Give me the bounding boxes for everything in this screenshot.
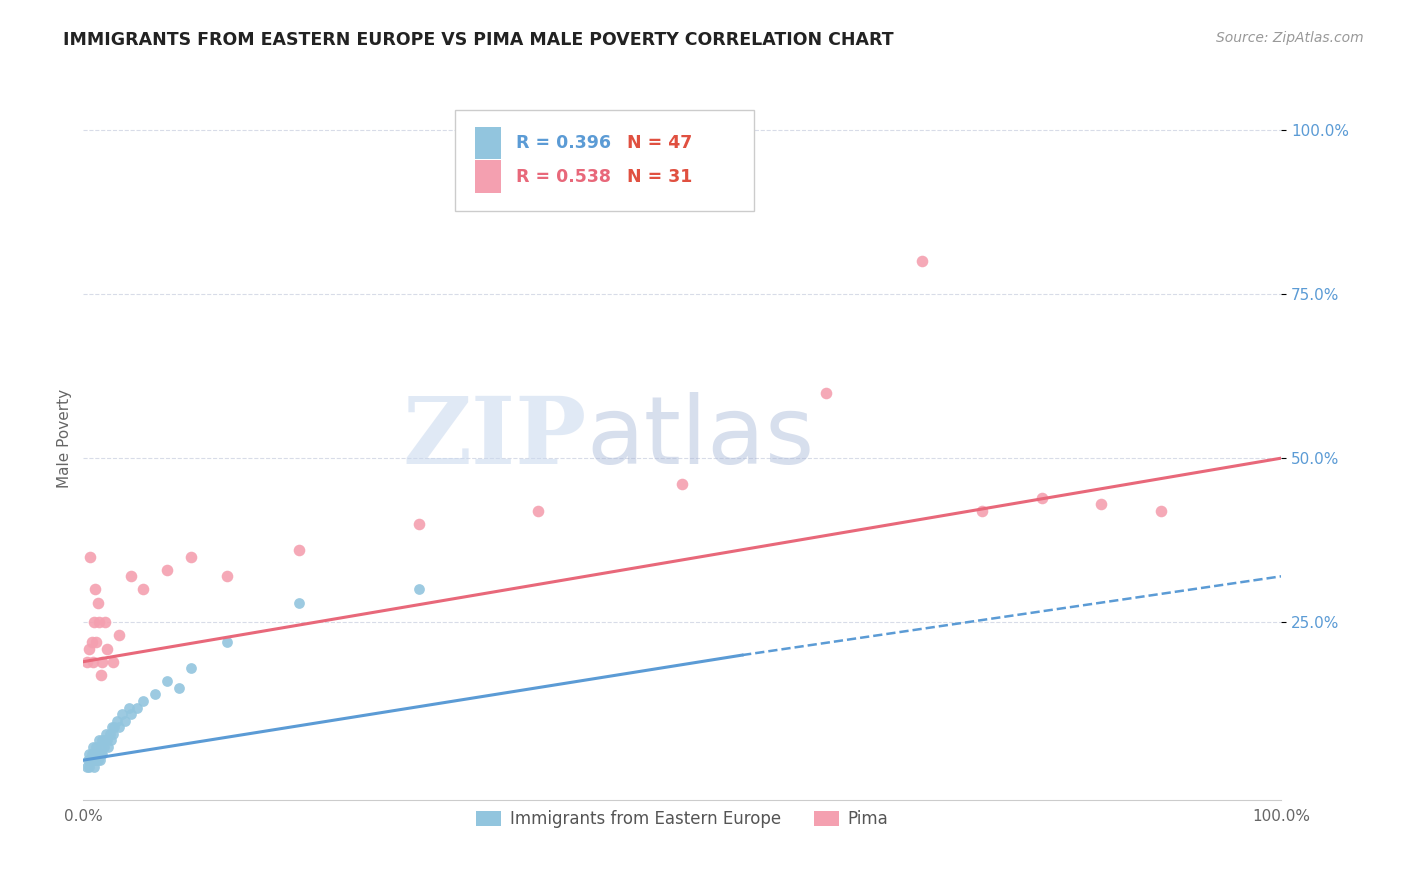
Point [93,739,115,754]
Point [86,596,108,610]
Point [84,582,107,597]
Point [215,635,238,649]
Point [98,727,121,741]
Point [80,747,103,761]
Point [94,615,117,630]
Point [91,747,114,761]
Point [180,661,202,675]
Point [86,747,108,761]
Text: R = 0.396: R = 0.396 [516,134,610,152]
Point [79,753,101,767]
Point [120,569,142,583]
Point [83,615,105,630]
Point [1031,491,1053,505]
Point [132,582,155,597]
Point [87,615,110,630]
Point [79,549,101,564]
Point [86,753,108,767]
Text: Source: ZipAtlas.com: Source: ZipAtlas.com [1216,31,1364,45]
Point [84,747,107,761]
Point [77,760,100,774]
Point [100,733,122,747]
Point [101,720,124,734]
Point [120,707,142,722]
Point [118,700,141,714]
Point [97,739,120,754]
Point [87,747,110,761]
Point [94,727,117,741]
Point [91,733,114,747]
Y-axis label: Male Poverty: Male Poverty [58,389,72,488]
Point [76,655,98,669]
FancyBboxPatch shape [475,127,502,159]
Point [94,733,117,747]
Point [91,655,114,669]
Point [105,714,128,728]
Point [527,504,550,518]
Point [83,747,105,761]
Point [87,733,110,747]
Point [82,753,104,767]
Point [1090,497,1112,511]
Legend: Immigrants from Eastern Europe, Pima: Immigrants from Eastern Europe, Pima [470,803,894,835]
Point [911,254,934,268]
Point [82,739,104,754]
FancyBboxPatch shape [475,161,502,193]
Point [77,747,100,761]
FancyBboxPatch shape [454,110,754,211]
Point [103,720,125,734]
Point [80,635,103,649]
Point [114,714,136,728]
Point [180,549,202,564]
Point [77,753,100,767]
Text: N = 47: N = 47 [627,134,692,152]
Point [108,720,131,734]
Point [408,582,430,597]
Point [108,628,131,642]
Point [90,668,112,682]
Point [167,681,190,695]
Text: R = 0.538: R = 0.538 [516,168,610,186]
Point [156,674,179,689]
Point [103,727,125,741]
Point [288,543,311,558]
Point [90,747,112,761]
Point [76,760,98,774]
Point [83,760,105,774]
Point [127,700,149,714]
Point [111,707,134,722]
Point [143,688,166,702]
Point [814,385,837,400]
Point [86,635,108,649]
Point [1150,504,1173,518]
Point [96,733,118,747]
Point [288,596,311,610]
Point [84,753,107,767]
Point [86,739,108,754]
Point [970,504,993,518]
Point [671,477,693,491]
Point [103,655,125,669]
Text: IMMIGRANTS FROM EASTERN EUROPE VS PIMA MALE POVERTY CORRELATION CHART: IMMIGRANTS FROM EASTERN EUROPE VS PIMA M… [63,31,894,49]
Point [96,641,118,656]
Point [89,753,111,767]
Text: N = 31: N = 31 [627,168,693,186]
Text: atlas: atlas [586,392,814,484]
Point [215,569,238,583]
Point [90,739,112,754]
Point [408,516,430,531]
Point [82,655,104,669]
Point [132,694,155,708]
Point [77,641,100,656]
Text: ZIP: ZIP [402,393,586,483]
Point [156,563,179,577]
